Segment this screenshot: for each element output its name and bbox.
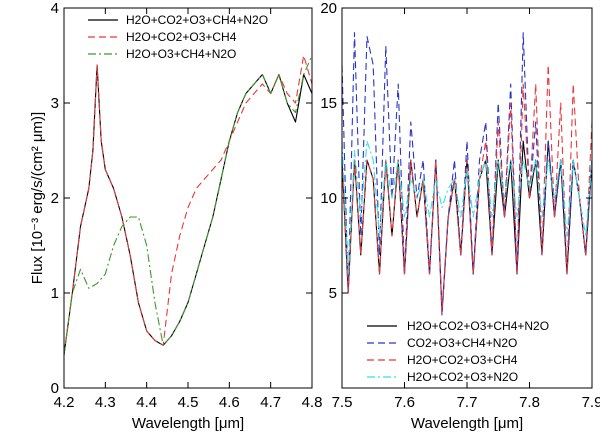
right-x-tick-label-0: 7.5 (332, 394, 353, 411)
right-x-tick-label-1: 7.6 (394, 394, 415, 411)
left-series-group (63, 54, 313, 355)
right-ticks-group: 7.5 7.6 7.7 7.8 7.9 5 10 15 20 (320, 0, 600, 411)
right-legend-label-2: H2O+CO2+O3+CH4 (407, 353, 518, 367)
right-y-tick-label-1: 10 (320, 190, 337, 207)
left-y-tick-label-2: 2 (51, 190, 59, 207)
right-legend-label-3: H2O+CO2+O3+N2O (407, 370, 518, 384)
left-y-axis-label: Flux [10⁻³ erg/s/(cm² μm)] (29, 112, 46, 284)
left-plot-frame (63, 7, 313, 389)
right-y-tick-label-0: 5 (329, 285, 337, 302)
left-x-tick-label-2: 4.4 (136, 394, 157, 411)
left-x-tick-label-1: 4.3 (95, 394, 116, 411)
right-x-tick-label-3: 7.8 (519, 394, 540, 411)
left-panel: 4.2 4.3 4.4 4.5 4.6 4.7 4.8 0 1 2 3 4 Wavelength [μ… (29, 0, 322, 432)
right-panel: 7.5 7.6 7.7 7.8 7.9 5 10 15 20 Wavelength [μm] H… (320, 0, 600, 432)
right-series-group (341, 32, 593, 317)
right-y-tick-label-3: 20 (320, 0, 337, 17)
left-series-line-2 (63, 55, 313, 355)
right-x-tick-label-4: 7.9 (582, 394, 600, 411)
left-ticks-group: 4.2 4.3 4.4 4.5 4.6 4.7 4.8 0 1 2 3 4 (51, 0, 323, 411)
right-legend-label-0: H2O+CO2+O3+CH4+N2O (407, 319, 549, 333)
right-series-line-0 (341, 140, 593, 313)
left-y-tick-label-0: 0 (51, 380, 59, 397)
left-series-line-0 (63, 64, 313, 355)
left-legend-label-0: H2O+CO2+O3+CH4+N2O (126, 13, 268, 27)
left-legend: H2O+CO2+O3+CH4+N2O H2O+CO2+O3+CH4 H2O+O3+C… (88, 13, 268, 61)
left-x-tick-label-4: 4.6 (219, 394, 240, 411)
left-x-tick-label-0: 4.2 (54, 394, 75, 411)
right-series-line-2 (341, 64, 593, 313)
left-y-tick-label-1: 1 (51, 285, 59, 302)
left-y-tick-label-3: 3 (51, 95, 59, 112)
right-x-tick-label-2: 7.7 (457, 394, 478, 411)
right-legend-label-1: CO2+O3+CH4+N2O (407, 336, 517, 350)
left-x-tick-label-3: 4.5 (178, 394, 199, 411)
left-legend-label-2: H2O+O3+CH4+N2O (126, 47, 236, 61)
left-legend-label-1: H2O+CO2+O3+CH4 (126, 30, 237, 44)
right-y-tick-label-2: 15 (320, 95, 337, 112)
left-y-tick-label-4: 4 (51, 0, 59, 17)
left-x-tick-label-5: 4.7 (260, 394, 281, 411)
right-series-line-1 (341, 32, 593, 317)
right-x-axis-label: Wavelength [μm] (411, 415, 523, 432)
left-x-axis-label: Wavelength [μm] (132, 415, 244, 432)
right-legend: H2O+CO2+O3+CH4+N2O CO2+O3+CH4+N2O H2O+CO2+… (367, 319, 549, 384)
left-x-tick-label-6: 4.8 (302, 394, 323, 411)
left-series-line-1 (63, 54, 313, 355)
right-series-line-3 (341, 140, 593, 275)
